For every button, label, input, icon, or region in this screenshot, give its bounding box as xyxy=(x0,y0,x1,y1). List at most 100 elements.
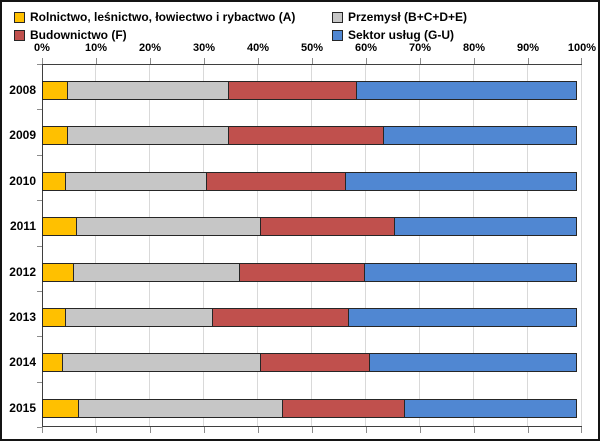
bar-segment-2013-series-3 xyxy=(347,307,578,327)
x-tick-top xyxy=(42,58,43,64)
y-axis-category-label: 2013 xyxy=(9,309,36,324)
gridline-70pct xyxy=(419,64,420,427)
x-tick-bottom xyxy=(96,427,97,433)
y-tick xyxy=(37,246,42,247)
gridline-60pct xyxy=(365,64,366,427)
legend-swatch-services xyxy=(332,29,343,41)
x-axis-tick-label: 20% xyxy=(138,42,162,54)
bar-segment-2009-series-0 xyxy=(42,126,69,146)
bar-segment-2014-series-0 xyxy=(42,353,64,373)
y-tick xyxy=(37,427,42,428)
legend-label: Budownictwo (F) xyxy=(30,28,127,42)
y-axis-category-label: 2012 xyxy=(9,264,36,279)
bar-segment-2015-series-0 xyxy=(42,398,80,418)
axis-line-bottom xyxy=(42,425,582,427)
y-axis-category-label: 2014 xyxy=(9,355,36,370)
x-axis-tick-label: 80% xyxy=(462,42,486,54)
bar-segment-2008-series-1 xyxy=(67,81,230,100)
bar-segment-2010-series-2 xyxy=(206,171,347,191)
plot-area xyxy=(42,64,582,427)
x-axis-tick-label: 100% xyxy=(567,42,597,54)
legend-swatch-construction xyxy=(14,29,25,41)
legend-label: Rolnictwo, leśnictwo, łowiectwo i rybact… xyxy=(30,10,296,24)
x-tick-bottom xyxy=(474,427,475,433)
x-tick-bottom xyxy=(150,427,151,433)
bar-segment-2012-series-1 xyxy=(72,262,241,282)
bar-segment-2011-series-3 xyxy=(393,217,578,237)
x-tick-top xyxy=(528,58,529,64)
legend-item-0: Rolnictwo, leśnictwo, łowiectwo i rybact… xyxy=(14,11,332,23)
x-axis-tick-label: 30% xyxy=(192,42,216,54)
x-axis-tick-label: 10% xyxy=(84,42,108,54)
x-axis-tick-label: 50% xyxy=(300,42,324,54)
legend-label: Sektor usług (G-U) xyxy=(348,28,455,42)
x-axis-tick-label: 0% xyxy=(34,42,50,54)
y-tick xyxy=(37,155,42,156)
x-tick-top xyxy=(474,58,475,64)
bar-segment-2014-series-1 xyxy=(62,353,262,373)
y-tick xyxy=(37,109,42,110)
axis-line-top xyxy=(42,64,582,66)
gridline-100pct xyxy=(581,64,582,427)
bar-row-2008 xyxy=(42,81,582,100)
y-axis-category-label: 2008 xyxy=(9,83,36,97)
bar-segment-2012-series-3 xyxy=(363,262,578,282)
y-axis-category-label: 2011 xyxy=(9,219,36,234)
bar-row-2015 xyxy=(42,398,582,418)
x-tick-bottom xyxy=(258,427,259,433)
x-tick-bottom xyxy=(528,427,529,433)
bar-segment-2011-series-2 xyxy=(260,217,396,237)
y-axis-category-label: 2010 xyxy=(9,173,36,188)
y-axis-category-label: 2015 xyxy=(9,400,36,415)
x-tick-top xyxy=(204,58,205,64)
bar-segment-2009-series-2 xyxy=(227,126,385,146)
gridline-30pct xyxy=(203,64,204,427)
x-tick-bottom xyxy=(42,427,43,433)
bar-segment-2009-series-3 xyxy=(382,126,578,146)
bar-row-2009 xyxy=(42,126,582,146)
legend-item-2: Budownictwo (F) xyxy=(14,29,332,41)
bar-segment-2011-series-1 xyxy=(75,217,262,237)
bar-segment-2008-series-3 xyxy=(355,81,578,100)
x-tick-bottom xyxy=(204,427,205,433)
gridline-10pct xyxy=(95,64,96,427)
y-tick xyxy=(37,200,42,201)
x-tick-bottom xyxy=(312,427,313,433)
legend-label: Przemysł (B+C+D+E) xyxy=(348,10,468,24)
x-tick-bottom xyxy=(420,427,421,433)
bar-row-2010 xyxy=(42,171,582,191)
gridline-40pct xyxy=(257,64,258,427)
legend-item-1: Przemysł (B+C+D+E) xyxy=(332,11,592,23)
x-axis-tick-label: 40% xyxy=(246,42,270,54)
bar-segment-2009-series-1 xyxy=(67,126,230,146)
bar-segment-2013-series-0 xyxy=(42,307,67,327)
chart-legend: Rolnictwo, leśnictwo, łowiectwo i rybact… xyxy=(14,8,592,46)
x-tick-top xyxy=(366,58,367,64)
legend-swatch-agriculture xyxy=(14,11,25,23)
x-tick-bottom xyxy=(366,427,367,433)
y-tick xyxy=(37,291,42,292)
y-axis-category-label: 2009 xyxy=(9,128,36,143)
y-tick xyxy=(37,382,42,383)
bar-segment-2015-series-2 xyxy=(281,398,406,418)
y-tick xyxy=(37,64,42,65)
bar-segment-2010-series-0 xyxy=(42,171,67,191)
bar-segment-2011-series-0 xyxy=(42,217,78,237)
x-tick-top xyxy=(150,58,151,64)
x-tick-top xyxy=(581,58,582,64)
bar-row-2012 xyxy=(42,262,582,282)
x-tick-top xyxy=(312,58,313,64)
x-tick-top xyxy=(96,58,97,64)
gridline-90pct xyxy=(527,64,528,427)
bar-row-2011 xyxy=(42,217,582,237)
bar-segment-2012-series-2 xyxy=(238,262,366,282)
bar-segment-2015-series-1 xyxy=(78,398,284,418)
bar-row-2013 xyxy=(42,307,582,327)
bar-segment-2008-series-0 xyxy=(42,81,69,100)
x-tick-top xyxy=(420,58,421,64)
bar-segment-2010-series-3 xyxy=(345,171,578,191)
legend-swatch-industry xyxy=(332,11,343,23)
gridline-80pct xyxy=(473,64,474,427)
bar-segment-2013-series-2 xyxy=(211,307,350,327)
